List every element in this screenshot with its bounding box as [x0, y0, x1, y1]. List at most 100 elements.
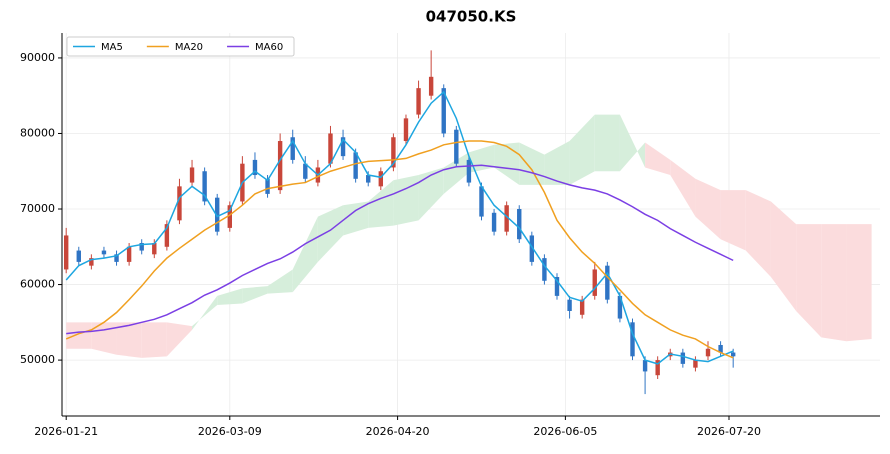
x-tick-label: 2026-01-21: [34, 425, 98, 438]
cloud: [368, 180, 394, 228]
y-tick-label: 90000: [20, 51, 55, 64]
chart-title: 047050.KS: [426, 8, 517, 26]
cloud: [468, 144, 495, 173]
candle-body: [353, 152, 358, 179]
candle-body: [466, 159, 472, 183]
cloud: [544, 141, 570, 185]
cloud: [494, 142, 520, 185]
cloud: [443, 152, 469, 194]
candle-body: [265, 178, 270, 194]
candle-body: [592, 269, 597, 296]
cloud: [821, 224, 847, 342]
cloud: [343, 201, 369, 236]
candle-body: [378, 171, 384, 187]
candle-body: [227, 205, 232, 228]
candle-body: [617, 295, 623, 319]
candle-body: [89, 258, 94, 266]
cloud: [217, 288, 243, 305]
candle-body: [693, 360, 698, 368]
cloud: [418, 167, 444, 221]
candle-body: [114, 254, 119, 262]
candle-body: [76, 250, 81, 262]
cloud: [594, 114, 620, 172]
cloud: [393, 175, 419, 226]
cloud: [569, 114, 595, 185]
cloud: [267, 269, 293, 294]
cloud: [317, 205, 344, 262]
candle-body: [164, 224, 170, 247]
x-tick-label: 2026-03-09: [198, 425, 262, 438]
legend-label: MA5: [101, 42, 123, 53]
candle-body: [215, 197, 220, 232]
cloud: [141, 322, 167, 358]
candle-body: [101, 250, 107, 255]
candle-body: [454, 129, 459, 164]
candle-body: [177, 186, 182, 221]
cloud: [645, 142, 671, 176]
candle-body: [529, 235, 535, 262]
cloud: [619, 114, 646, 172]
candle-body: [567, 299, 572, 311]
candle-body: [517, 209, 522, 240]
candle-body: [416, 88, 421, 115]
candle-body: [277, 141, 283, 191]
candle-body: [504, 205, 509, 232]
candle-body: [328, 133, 333, 164]
candle-body: [554, 277, 560, 296]
candle-body: [139, 243, 144, 251]
ma-line: [65, 140, 734, 359]
candle-body: [479, 186, 484, 217]
x-tick-label: 2026-04-20: [366, 425, 430, 438]
candle-body: [542, 258, 547, 281]
cloud: [720, 190, 746, 251]
candle-body: [63, 235, 69, 270]
candle-body: [152, 243, 157, 255]
candle-body: [655, 360, 660, 376]
candle-body: [366, 175, 371, 183]
cloud: [116, 322, 142, 358]
y-tick-label: 50000: [20, 353, 55, 366]
candle-body: [252, 159, 258, 176]
x-tick-label: 2026-06-05: [533, 425, 597, 438]
cloud: [192, 295, 218, 330]
cloud: [292, 216, 318, 293]
cloud: [745, 190, 771, 278]
cloud: [770, 201, 797, 311]
ma-line: [66, 164, 734, 335]
candle-body: [730, 352, 736, 357]
y-tick-label: 70000: [20, 202, 55, 215]
ma-line: [65, 90, 734, 365]
cloud: [846, 224, 872, 342]
candle-body: [605, 265, 610, 300]
candle-body: [642, 360, 648, 372]
cloud: [166, 322, 193, 357]
candle-body: [705, 348, 711, 357]
candle-body: [126, 246, 132, 262]
candle-body: [428, 76, 434, 96]
candle-body: [340, 137, 346, 157]
legend-box: [66, 36, 295, 57]
candle-body: [680, 352, 686, 364]
candle-body: [303, 163, 308, 179]
cloud: [670, 159, 696, 217]
candle-body: [391, 137, 396, 168]
candle-body: [630, 322, 635, 357]
y-tick-label: 80000: [20, 126, 55, 139]
cloud: [519, 142, 545, 185]
candle-body: [718, 344, 723, 353]
candle-body: [202, 171, 207, 202]
x-tick-label: 2026-07-20: [697, 425, 761, 438]
cloud: [66, 322, 92, 349]
candle-body: [579, 299, 585, 315]
candle-body: [290, 137, 295, 160]
cloud: [695, 178, 721, 240]
candle-body: [441, 88, 446, 134]
candle-body: [403, 118, 409, 142]
legend-label: MA60: [255, 42, 283, 53]
cloud: [242, 286, 268, 304]
legend-label: MA20: [175, 42, 203, 53]
candle-body: [491, 212, 497, 232]
cloud: [796, 224, 822, 338]
